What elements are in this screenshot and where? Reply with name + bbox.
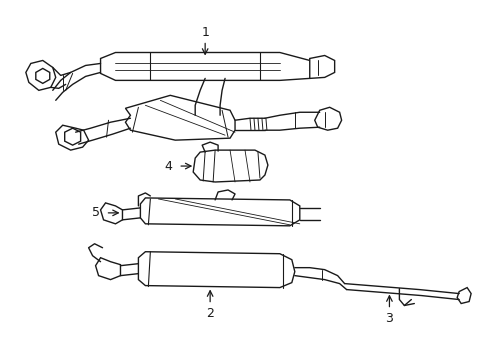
Text: 1: 1 [201,26,209,39]
Text: 3: 3 [385,312,392,325]
Polygon shape [95,258,120,280]
Polygon shape [309,55,334,78]
Polygon shape [193,150,267,182]
Polygon shape [26,60,56,90]
Polygon shape [314,107,341,130]
Text: 4: 4 [164,159,172,172]
Polygon shape [101,53,314,80]
Polygon shape [56,125,88,150]
Polygon shape [138,252,294,288]
Polygon shape [140,198,299,226]
Polygon shape [36,68,50,84]
Text: 2: 2 [206,307,214,320]
Text: 5: 5 [91,206,100,219]
Polygon shape [64,128,81,145]
Polygon shape [101,203,122,224]
Polygon shape [456,288,470,303]
Polygon shape [125,95,235,140]
